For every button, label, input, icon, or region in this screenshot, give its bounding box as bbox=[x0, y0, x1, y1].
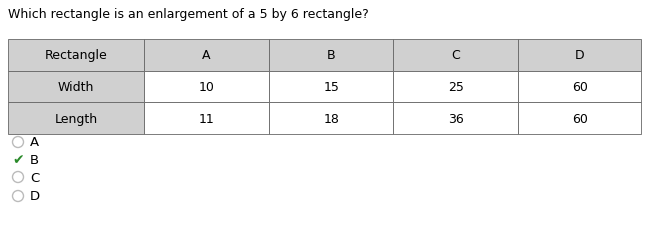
Text: D: D bbox=[575, 49, 584, 62]
Text: D: D bbox=[30, 190, 40, 203]
Bar bbox=[393, 71, 518, 103]
Text: 18: 18 bbox=[323, 112, 339, 125]
Text: 15: 15 bbox=[323, 81, 339, 94]
Text: Rectangle: Rectangle bbox=[45, 49, 108, 62]
Text: Length: Length bbox=[55, 112, 97, 125]
Text: 11: 11 bbox=[199, 112, 214, 125]
Text: C: C bbox=[452, 49, 460, 62]
Bar bbox=[144, 71, 269, 103]
Bar bbox=[8, 40, 144, 71]
Bar bbox=[269, 40, 393, 71]
Text: Which rectangle is an enlargement of a 5 by 6 rectangle?: Which rectangle is an enlargement of a 5… bbox=[8, 8, 369, 21]
Text: 60: 60 bbox=[572, 112, 587, 125]
Bar bbox=[518, 103, 641, 134]
Text: C: C bbox=[30, 171, 39, 184]
Text: A: A bbox=[202, 49, 211, 62]
Bar bbox=[393, 40, 518, 71]
Text: Width: Width bbox=[58, 81, 94, 94]
Bar bbox=[518, 40, 641, 71]
Text: ✔: ✔ bbox=[12, 152, 24, 166]
Bar bbox=[144, 103, 269, 134]
Bar bbox=[393, 103, 518, 134]
Text: 36: 36 bbox=[448, 112, 464, 125]
Text: B: B bbox=[327, 49, 336, 62]
Bar bbox=[144, 40, 269, 71]
Text: B: B bbox=[30, 153, 39, 166]
Text: 25: 25 bbox=[448, 81, 464, 94]
Bar bbox=[518, 71, 641, 103]
Bar bbox=[8, 103, 144, 134]
Text: A: A bbox=[30, 136, 39, 149]
Bar bbox=[269, 71, 393, 103]
Bar bbox=[269, 103, 393, 134]
Bar bbox=[8, 71, 144, 103]
Text: 10: 10 bbox=[199, 81, 214, 94]
Text: 60: 60 bbox=[572, 81, 587, 94]
